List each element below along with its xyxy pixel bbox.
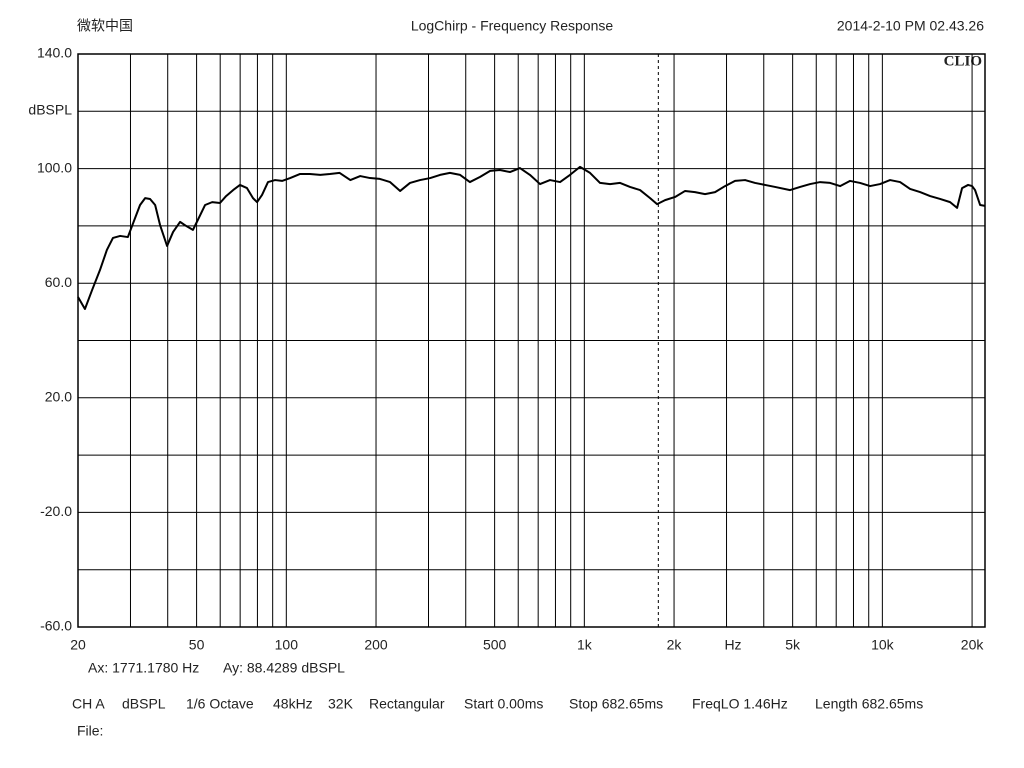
- x-tick-label: 20k: [961, 637, 985, 653]
- x-tick-label: 10k: [871, 637, 895, 653]
- y-tick-label: 20.0: [45, 389, 72, 405]
- plot-frame: [77, 53, 986, 628]
- timestamp: 2014-2-10 PM 02.43.26: [837, 18, 984, 34]
- setting-item: Start 0.00ms: [464, 696, 543, 712]
- file-label: File:: [77, 723, 103, 739]
- x-tick-label: 1k: [577, 637, 593, 653]
- y-tick-label: 140.0: [37, 45, 72, 61]
- chart-title: LogChirp - Frequency Response: [411, 18, 614, 34]
- x-tick-label: 20: [70, 637, 86, 653]
- x-tick-label: 50: [189, 637, 205, 653]
- x-tick-label: 500: [483, 637, 507, 653]
- cursor-readout: Ax: 1771.1780 Hz: [88, 660, 199, 676]
- cursor-readout: Ay: 88.4289 dBSPL: [223, 660, 345, 676]
- y-tick-label: 60.0: [45, 274, 72, 290]
- x-axis-label: Hz: [724, 637, 741, 653]
- setting-item: 48kHz: [273, 696, 313, 712]
- setting-item: Length 682.65ms: [815, 696, 923, 712]
- setting-item: FreqLO 1.46Hz: [692, 696, 788, 712]
- y-tick-label: -20.0: [40, 503, 72, 519]
- setting-item: CH A: [72, 696, 105, 712]
- setting-item: dBSPL: [122, 696, 166, 712]
- x-tick-label: 100: [275, 637, 299, 653]
- setting-item: 1/6 Octave: [186, 696, 254, 712]
- logo: CLIO: [944, 53, 982, 69]
- y-tick-label: -60.0: [40, 618, 72, 634]
- setting-item: Rectangular: [369, 696, 445, 712]
- top-left-label: 微软中国: [77, 18, 133, 34]
- x-tick-label: 5k: [785, 637, 801, 653]
- y-tick-label: 100.0: [37, 159, 72, 175]
- x-tick-label: 200: [364, 637, 388, 653]
- setting-item: Stop 682.65ms: [569, 696, 663, 712]
- y-axis-label: dBSPL: [28, 102, 72, 118]
- response-line: [77, 165, 986, 310]
- setting-item: 32K: [328, 696, 354, 712]
- x-tick-label: 2k: [667, 637, 683, 653]
